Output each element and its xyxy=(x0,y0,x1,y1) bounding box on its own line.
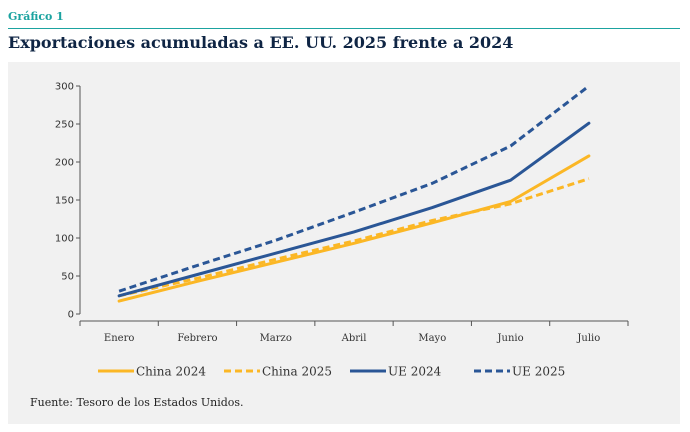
legend-label-3: UE 2025 xyxy=(512,365,565,379)
x-tick-label: Marzo xyxy=(260,333,292,344)
legend-label-2: UE 2024 xyxy=(388,365,442,379)
y-tick-label: 0 xyxy=(68,310,74,321)
x-tick-label: Febrero xyxy=(177,333,217,344)
series-line-2 xyxy=(117,121,591,298)
y-tick-label: 250 xyxy=(55,120,74,131)
y-tick-label: 300 xyxy=(55,82,74,93)
series-line-1 xyxy=(118,177,590,298)
y-tick-label: 150 xyxy=(55,196,74,207)
figure-label: Gráfico 1 xyxy=(8,10,64,23)
series-line-0 xyxy=(117,154,591,303)
series-line-3 xyxy=(118,84,590,293)
y-tick-label: 200 xyxy=(55,158,74,169)
legend-label-0: China 2024 xyxy=(136,365,206,379)
x-tick-label: Mayo xyxy=(418,333,446,344)
header-rule xyxy=(8,28,680,29)
source-note: Fuente: Tesoro de los Estados Unidos. xyxy=(30,396,244,409)
x-tick-label: Junio xyxy=(497,333,524,344)
x-tick-label: Abril xyxy=(341,333,367,344)
x-tick-label: Julio xyxy=(576,333,600,344)
y-tick-label: 50 xyxy=(61,272,74,283)
y-tick-label: 100 xyxy=(55,234,74,245)
x-tick-label: Enero xyxy=(104,333,134,344)
chart-title: Exportaciones acumuladas a EE. UU. 2025 … xyxy=(8,33,514,52)
legend-label-1: China 2025 xyxy=(262,365,332,379)
